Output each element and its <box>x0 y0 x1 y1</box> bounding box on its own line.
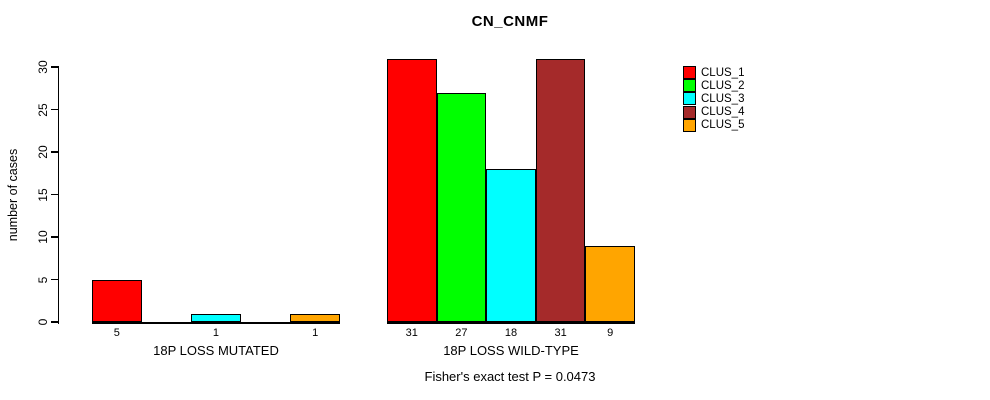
legend-swatch <box>683 118 696 132</box>
legend-item: CLUS_4 <box>683 105 745 119</box>
y-tick <box>51 108 59 111</box>
y-tick-label: 15 <box>36 187 50 202</box>
y-tick-label: 0 <box>36 318 50 326</box>
legend-swatch <box>683 105 696 119</box>
bar-value-label: 27 <box>455 327 468 339</box>
group-baseline <box>387 322 635 324</box>
bar <box>486 169 536 322</box>
chart-title: CN_CNMF <box>471 13 549 30</box>
bar-value-label: 9 <box>607 327 614 339</box>
legend-item: CLUS_5 <box>683 118 745 132</box>
legend-item: CLUS_3 <box>683 92 745 106</box>
bar <box>92 279 142 322</box>
y-tick-label: 25 <box>36 102 50 117</box>
bar-value-label: 31 <box>405 327 418 339</box>
bar-value-label: 18 <box>504 327 518 339</box>
y-axis-label: number of cases <box>6 148 20 242</box>
group-baseline <box>92 322 340 324</box>
y-tick <box>51 278 59 281</box>
y-tick <box>51 66 59 68</box>
bar-value-label: 1 <box>212 327 220 339</box>
y-tick <box>51 193 59 196</box>
bar-value-label: 1 <box>312 327 319 339</box>
legend-swatch <box>683 92 696 106</box>
legend-label: CLUS_2 <box>701 79 745 92</box>
y-tick-label: 30 <box>36 60 50 74</box>
y-tick <box>51 236 59 238</box>
bar <box>535 58 586 322</box>
legend-label: CLUS_1 <box>701 66 745 79</box>
y-tick-label: 20 <box>36 145 50 159</box>
bar <box>585 245 635 322</box>
bar-value-label: 31 <box>554 327 567 339</box>
legend-item: CLUS_2 <box>683 79 745 93</box>
y-tick <box>51 321 59 323</box>
y-tick-label: 10 <box>36 230 50 244</box>
legend: CLUS_1 CLUS_2 CLUS_3 CLUS_4 CLUS_5 <box>683 66 744 132</box>
y-tick <box>51 151 59 153</box>
group-label-mutated: 18P LOSS MUTATED <box>153 343 279 358</box>
bar <box>191 313 241 322</box>
bar-value-label: 5 <box>113 327 120 339</box>
legend-item: CLUS_1 <box>683 66 745 80</box>
legend-label: CLUS_4 <box>701 106 745 119</box>
legend-swatch <box>683 66 696 80</box>
legend-label: CLUS_3 <box>701 92 745 105</box>
group-label-wildtype: 18P LOSS WILD-TYPE <box>443 343 579 358</box>
legend-swatch <box>683 79 696 93</box>
bar <box>436 92 487 322</box>
bar <box>387 58 437 322</box>
fisher-test-annotation: Fisher's exact test P = 0.0473 <box>424 369 596 384</box>
legend-label: CLUS_5 <box>701 119 745 132</box>
bar <box>290 313 340 322</box>
y-axis-line <box>57 67 59 324</box>
y-tick-label: 5 <box>36 276 50 283</box>
